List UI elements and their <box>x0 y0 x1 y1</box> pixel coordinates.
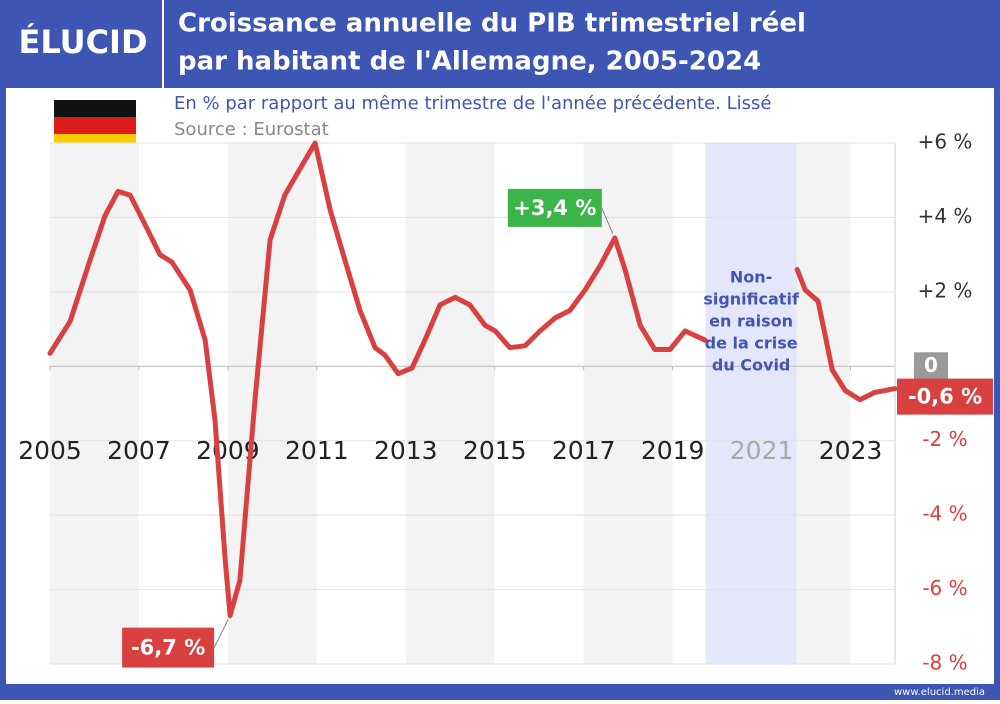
annotation-box <box>507 188 602 227</box>
leader <box>213 619 229 648</box>
annotation: +3,4 % <box>513 196 596 220</box>
chart-title: Croissance annuelle du PIB trimestriel r… <box>178 9 806 39</box>
y-tick-label: -4 % <box>922 502 967 526</box>
covid-note: de la crise <box>705 334 798 353</box>
y-tick-label: -6 % <box>922 576 967 600</box>
covid-note: en raison <box>709 312 793 331</box>
x-tick-label: 2007 <box>107 436 171 465</box>
x-tick-label: 2023 <box>819 436 883 465</box>
annotation-box <box>897 378 993 415</box>
x-tick-label: 2019 <box>641 436 705 465</box>
x-tick-label: 2021 <box>730 436 794 465</box>
chart-title: par habitant de l'Allemagne, 2005-2024 <box>178 47 761 77</box>
y-tick-label: +2 % <box>918 278 973 302</box>
y-tick-label: -8 % <box>922 651 967 675</box>
x-tick-label: 2013 <box>374 436 438 465</box>
covid-note: du Covid <box>712 356 791 375</box>
x-tick-label: 2005 <box>18 436 82 465</box>
logo: ÉLUCID <box>18 23 147 61</box>
y-tick-label: +4 % <box>918 204 973 228</box>
year-band <box>50 143 139 664</box>
annotation: -0,6 % <box>908 385 982 409</box>
year-band <box>583 143 673 664</box>
subtitle: En % par rapport au même trimestre de l'… <box>174 93 772 114</box>
year-band <box>227 143 317 664</box>
covid-note: Non- <box>730 268 772 287</box>
zero-box <box>914 352 948 381</box>
x-tick-label: 2011 <box>285 436 349 465</box>
annotation: -6,7 % <box>131 636 205 660</box>
source: Source : Eurostat <box>174 119 329 140</box>
x-tick-label: 2015 <box>463 436 527 465</box>
footer: www.elucid.media <box>894 687 985 698</box>
annotation-box <box>122 627 215 668</box>
y-tick-label: +6 % <box>918 130 973 154</box>
year-band <box>405 143 495 664</box>
covid-band <box>705 143 797 664</box>
leader <box>601 207 614 235</box>
line <box>47 140 898 619</box>
y-tick-label: -2 % <box>922 427 967 451</box>
y-tick-label: 0 <box>924 353 938 377</box>
covid-note: significatif <box>703 290 800 309</box>
x-tick-label: 2017 <box>552 436 616 465</box>
